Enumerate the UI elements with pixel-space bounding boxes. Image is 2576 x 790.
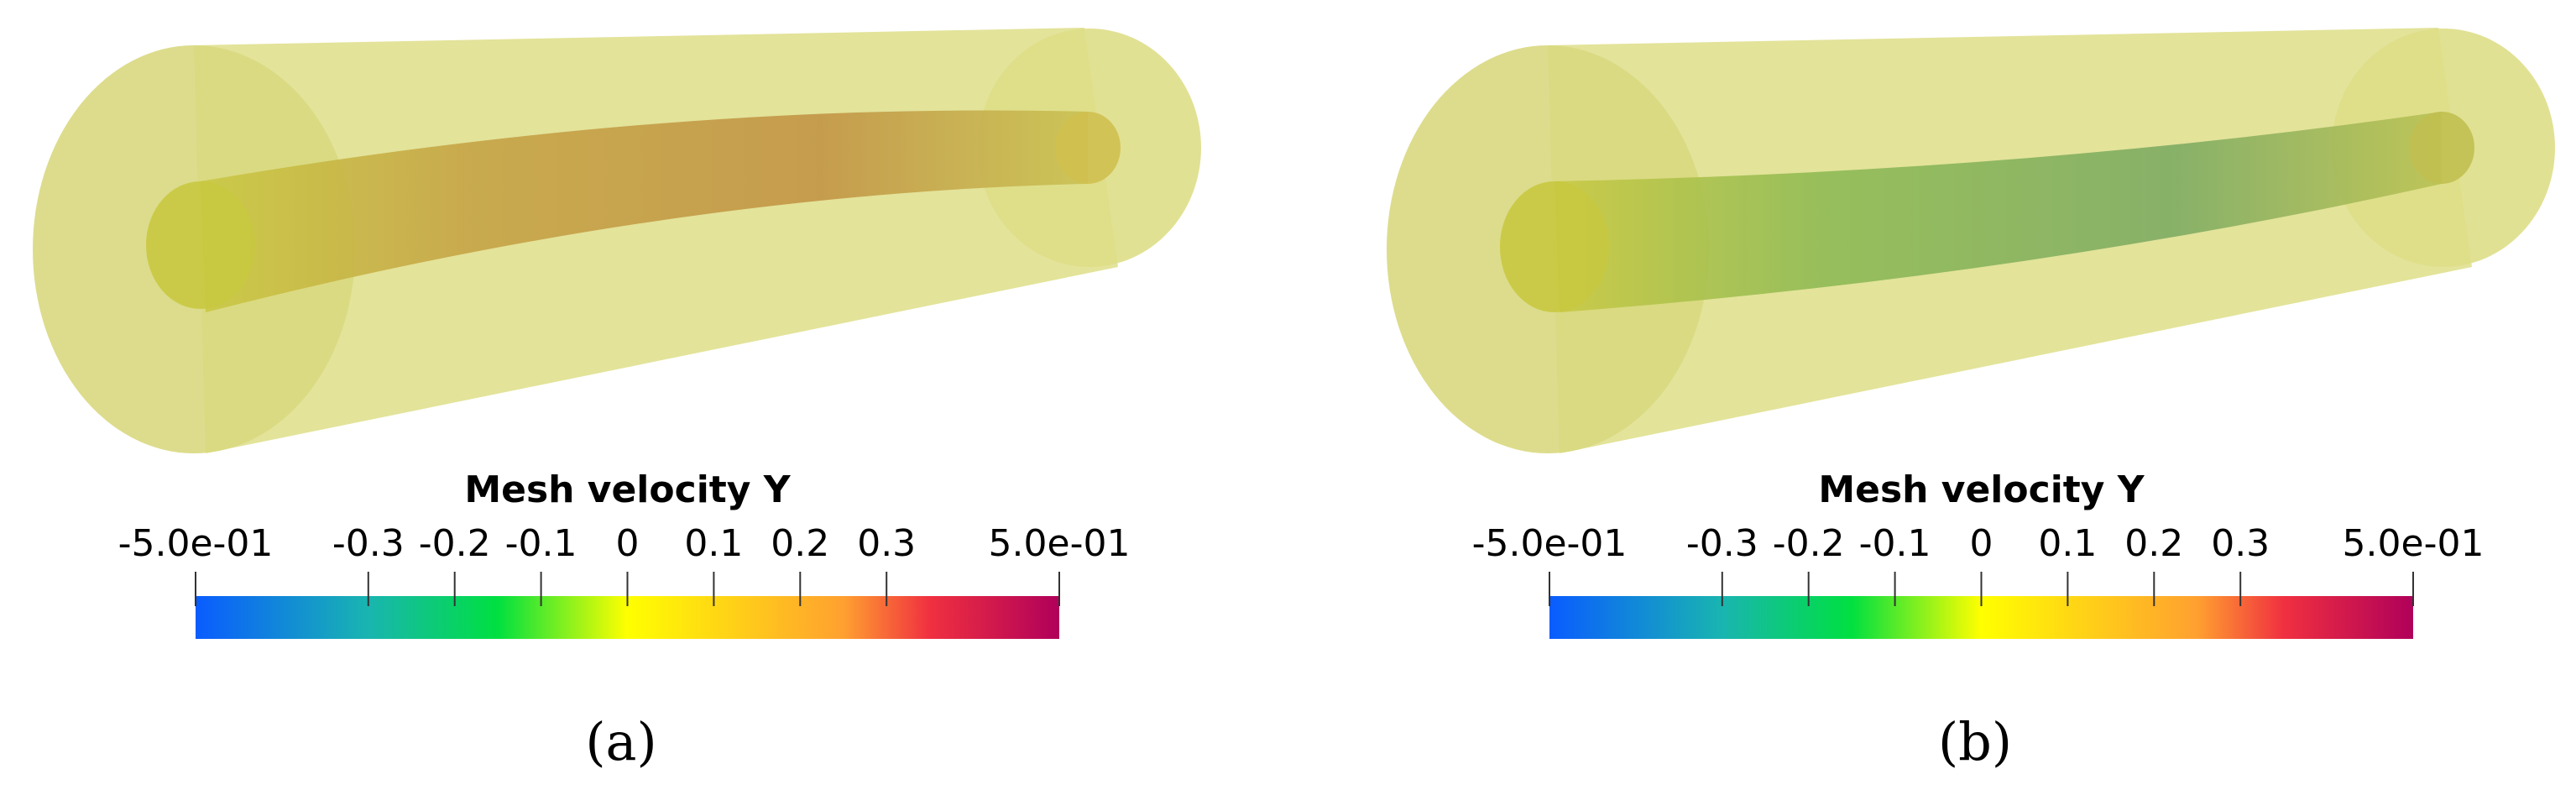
tick-label: -0.1: [505, 522, 577, 565]
tick-label: -0.2: [419, 522, 491, 565]
tick-label: -5.0e-01: [1472, 522, 1628, 565]
tick-label: 0: [616, 522, 640, 565]
panel: Mesh velocity Y -5.0e-01 -0.3 -0.2 -0.1 0 0.1 0…: [1472, 468, 2485, 772]
tick-label: 5.0e-01: [989, 522, 1131, 565]
tick-label: 5.0e-01: [2343, 522, 2485, 565]
tick-label: -0.3: [1686, 522, 1758, 565]
render-b: [1387, 28, 2555, 453]
tick-label: 0.1: [2038, 522, 2097, 565]
panel: Mesh velocity Y -5.0e-01 -0.3 -0.2 -0.1 0 0.1 0…: [118, 468, 1131, 772]
tick-label: -5.0e-01: [118, 522, 274, 565]
tick-label: 0: [1970, 522, 1993, 565]
tick-label: -0.3: [332, 522, 405, 565]
tick-label: 0.3: [857, 522, 916, 565]
tick-label: -0.1: [1859, 522, 1931, 565]
colorbar-title: Mesh velocity Y: [1818, 468, 2145, 511]
tick-label: 0.2: [771, 522, 829, 565]
caption: (b): [1938, 711, 2012, 772]
tick-label: 0.2: [2124, 522, 2183, 565]
caption: (a): [585, 711, 656, 772]
tick-label: 0.1: [684, 522, 743, 565]
tick-label: 0.3: [2211, 522, 2270, 565]
render-a: [33, 28, 1201, 453]
tick-label: -0.2: [1773, 522, 1845, 565]
colorbar-title: Mesh velocity Y: [464, 468, 791, 511]
